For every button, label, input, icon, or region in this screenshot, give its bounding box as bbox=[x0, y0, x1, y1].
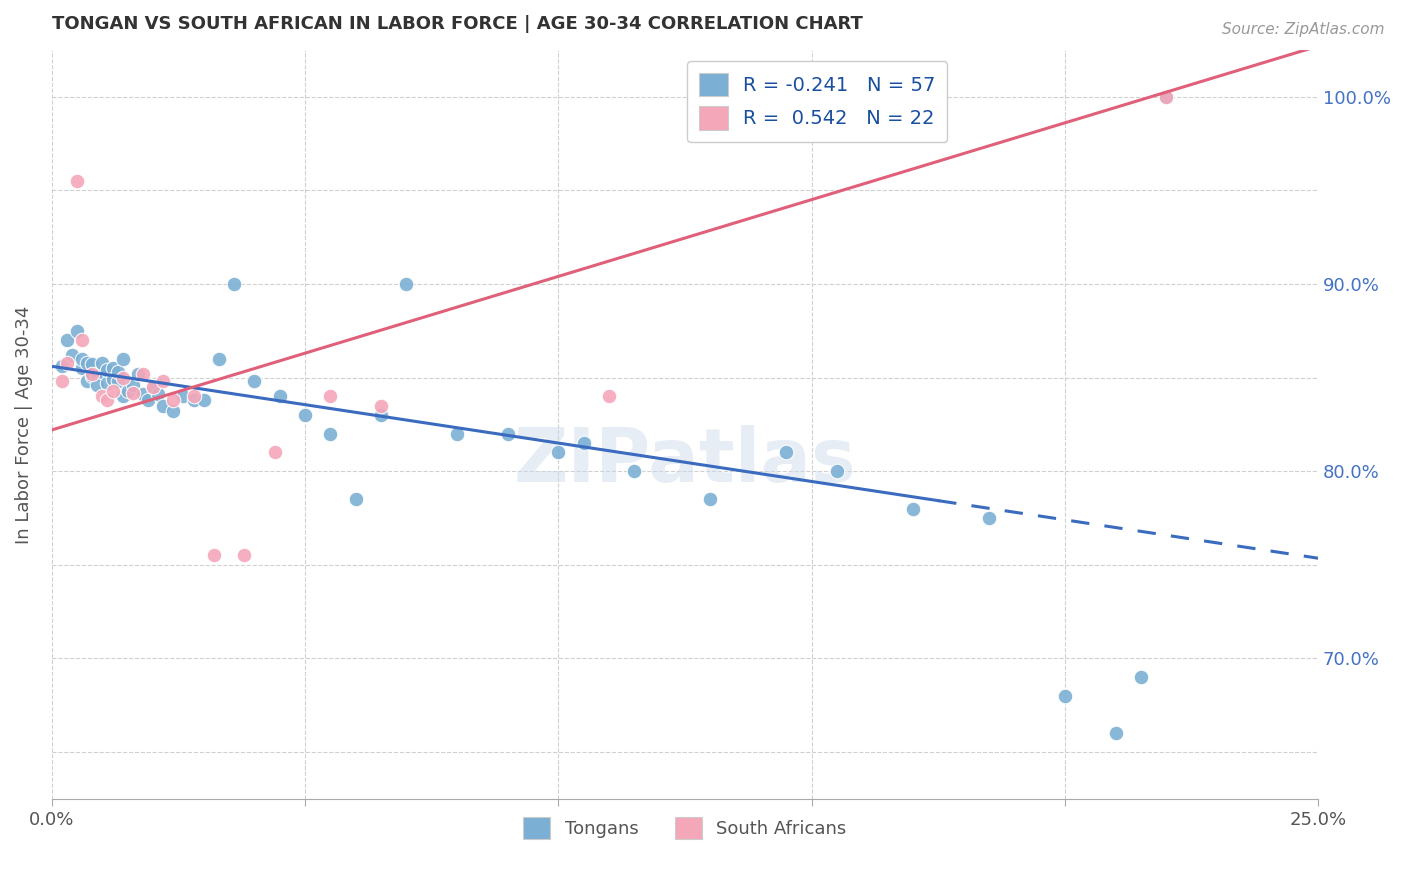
Point bbox=[132, 387, 155, 401]
Point bbox=[233, 549, 256, 563]
Point bbox=[51, 374, 73, 388]
Point bbox=[162, 392, 184, 407]
Text: ZIPatlas: ZIPatlas bbox=[513, 425, 856, 499]
Point bbox=[623, 464, 645, 478]
Point bbox=[825, 464, 848, 478]
Point bbox=[111, 370, 134, 384]
Point bbox=[243, 374, 266, 388]
Point bbox=[193, 392, 215, 407]
Point bbox=[121, 378, 143, 392]
Point bbox=[91, 365, 114, 379]
Point bbox=[91, 355, 114, 369]
Point bbox=[208, 351, 231, 366]
Point bbox=[56, 355, 79, 369]
Point bbox=[977, 511, 1000, 525]
Point bbox=[101, 372, 124, 386]
Point bbox=[162, 404, 184, 418]
Point bbox=[294, 408, 316, 422]
Point bbox=[91, 389, 114, 403]
Point bbox=[76, 355, 98, 369]
Point bbox=[775, 445, 797, 459]
Point bbox=[101, 384, 124, 398]
Point bbox=[142, 380, 165, 394]
Point bbox=[96, 392, 118, 407]
Point bbox=[370, 399, 392, 413]
Point bbox=[395, 277, 418, 291]
Point bbox=[82, 368, 104, 383]
Point bbox=[127, 367, 149, 381]
Point bbox=[146, 387, 169, 401]
Point bbox=[56, 333, 79, 347]
Point bbox=[66, 324, 89, 338]
Point bbox=[107, 374, 129, 388]
Text: Source: ZipAtlas.com: Source: ZipAtlas.com bbox=[1222, 22, 1385, 37]
Point bbox=[1154, 89, 1177, 103]
Point bbox=[1129, 670, 1152, 684]
Point bbox=[1053, 689, 1076, 703]
Point bbox=[572, 436, 595, 450]
Point bbox=[370, 408, 392, 422]
Point bbox=[547, 445, 569, 459]
Point bbox=[111, 389, 134, 403]
Point bbox=[96, 363, 118, 377]
Point bbox=[107, 365, 129, 379]
Point bbox=[183, 392, 205, 407]
Point bbox=[319, 426, 342, 441]
Point bbox=[344, 492, 367, 507]
Point bbox=[152, 399, 174, 413]
Point bbox=[76, 374, 98, 388]
Point bbox=[82, 358, 104, 372]
Point bbox=[132, 367, 155, 381]
Point bbox=[1104, 726, 1126, 740]
Point bbox=[121, 385, 143, 400]
Point bbox=[96, 376, 118, 391]
Point bbox=[152, 374, 174, 388]
Point bbox=[66, 174, 89, 188]
Point bbox=[172, 389, 194, 403]
Point bbox=[496, 426, 519, 441]
Point bbox=[1154, 89, 1177, 103]
Point bbox=[598, 389, 620, 403]
Point bbox=[51, 359, 73, 374]
Point bbox=[70, 361, 93, 376]
Point bbox=[319, 389, 342, 403]
Point bbox=[901, 501, 924, 516]
Y-axis label: In Labor Force | Age 30-34: In Labor Force | Age 30-34 bbox=[15, 305, 32, 543]
Point bbox=[224, 277, 246, 291]
Point bbox=[70, 351, 93, 366]
Point bbox=[82, 367, 104, 381]
Point bbox=[70, 333, 93, 347]
Point bbox=[136, 392, 159, 407]
Point bbox=[142, 380, 165, 394]
Point bbox=[269, 389, 291, 403]
Point bbox=[202, 549, 225, 563]
Point bbox=[446, 426, 468, 441]
Point bbox=[86, 367, 108, 381]
Point bbox=[101, 361, 124, 376]
Legend: Tongans, South Africans: Tongans, South Africans bbox=[516, 810, 853, 846]
Point bbox=[699, 492, 721, 507]
Text: TONGAN VS SOUTH AFRICAN IN LABOR FORCE | AGE 30-34 CORRELATION CHART: TONGAN VS SOUTH AFRICAN IN LABOR FORCE |… bbox=[52, 15, 863, 33]
Point bbox=[60, 348, 83, 362]
Point bbox=[111, 351, 134, 366]
Point bbox=[263, 445, 285, 459]
Point bbox=[183, 389, 205, 403]
Point bbox=[86, 378, 108, 392]
Point bbox=[117, 384, 139, 398]
